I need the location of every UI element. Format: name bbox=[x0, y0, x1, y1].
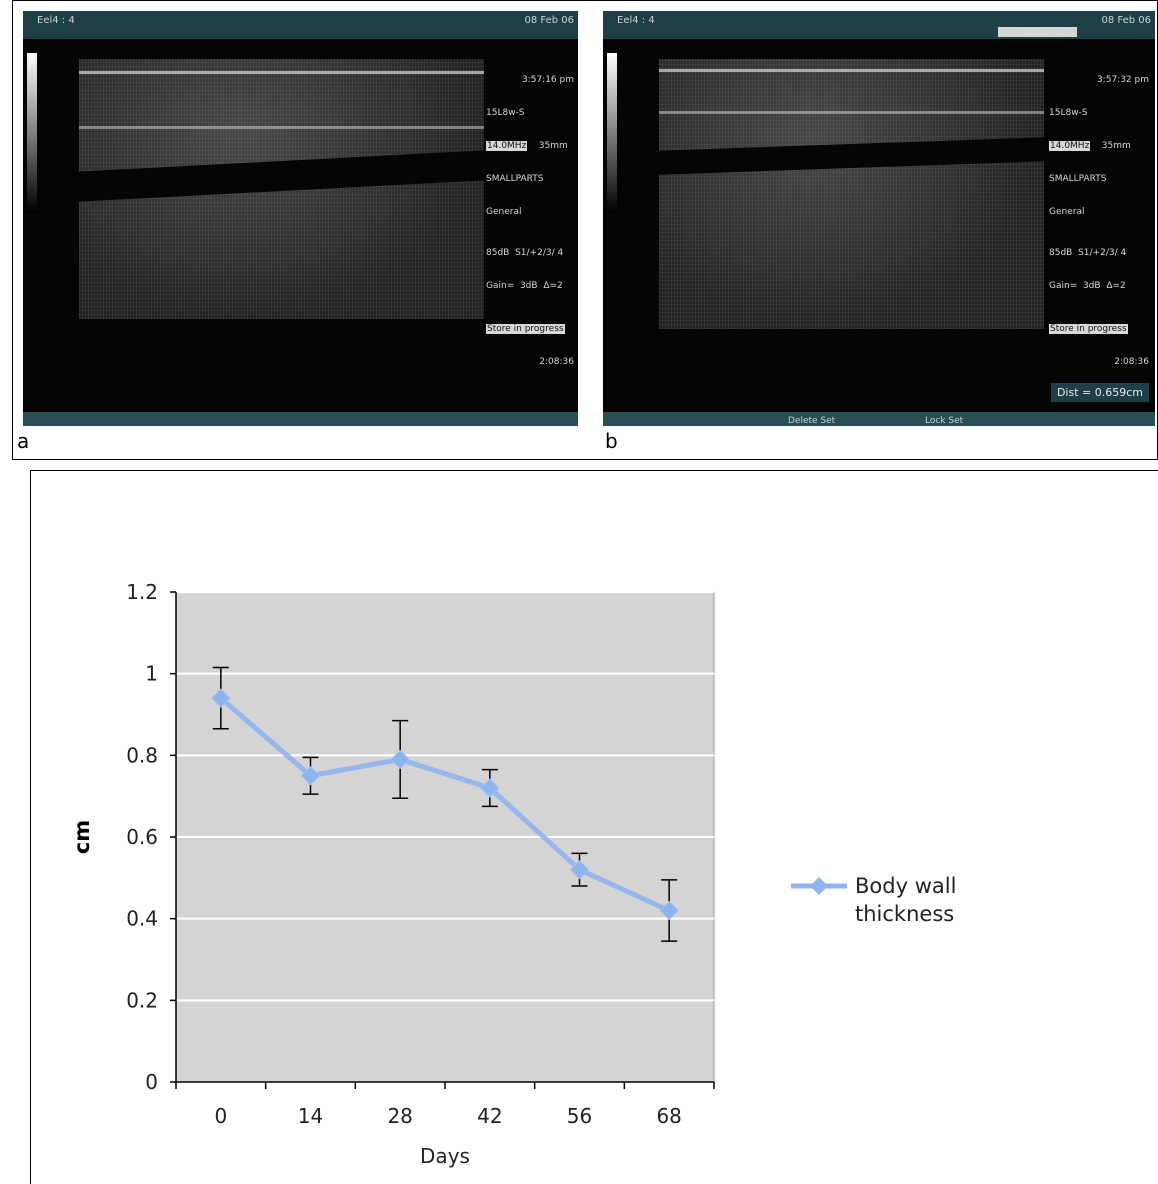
ultrasound-footer-b: Delete Set Lock Set bbox=[603, 412, 1155, 426]
series-line bbox=[219, 696, 671, 913]
x-axis-label: Days bbox=[420, 1144, 470, 1168]
ultrasound-panel-a: Eel4 : 4 08 Feb 06 3:57:16 pm 15L8w-S 14… bbox=[12, 0, 592, 460]
y-tick-label: 0.4 bbox=[126, 907, 158, 931]
ultrasound-image-b: Eel4 : 4 08 Feb 06 Store in progress 3:5… bbox=[603, 11, 1155, 426]
echo-line-b1 bbox=[659, 69, 1044, 72]
header-left-a: Eel4 : 4 bbox=[37, 15, 75, 26]
legend-label: thickness bbox=[855, 902, 954, 926]
thickness-chart: 0 0.2 0.4 0.6 0.8 1 1.2 0 14 28 42 56 68 Days cm Body w… bbox=[70, 580, 956, 1168]
echo-line-a1 bbox=[79, 71, 484, 74]
gain-a: Gain= 3dB bbox=[486, 281, 538, 291]
x-tick-label: 14 bbox=[298, 1104, 323, 1128]
depth-b: 35mm bbox=[1101, 141, 1131, 151]
time-b: 3:57:32 pm bbox=[1096, 75, 1149, 85]
scan-area-b bbox=[659, 59, 1044, 329]
grayscale-bar-b bbox=[607, 53, 617, 213]
scheme-b: S1/+2/3/ 4 bbox=[1078, 248, 1127, 258]
db-a: 85dB bbox=[486, 248, 510, 258]
ultrasound-footer-a bbox=[23, 412, 578, 426]
settings-readout-a: 3:57:16 pm 15L8w-S 14.0MHz 35mm SMALLPAR… bbox=[486, 53, 574, 390]
probe-a: 15L8w-S bbox=[486, 108, 525, 118]
ultrasound-image-a: Eel4 : 4 08 Feb 06 3:57:16 pm 15L8w-S 14… bbox=[23, 11, 578, 426]
y-tick-label: 1.2 bbox=[126, 580, 158, 604]
x-tick-label: 68 bbox=[656, 1104, 681, 1128]
probe-b: 15L8w-S bbox=[1049, 108, 1088, 118]
store-status-a: Store in progress bbox=[486, 324, 565, 334]
chart-panel: 0 0.2 0.4 0.6 0.8 1 1.2 0 14 28 42 56 68 Days cm Body w… bbox=[30, 470, 1158, 1184]
mode-a: General bbox=[486, 207, 522, 217]
distance-readout-b: Dist = 0.659cm bbox=[1050, 383, 1149, 402]
plot-area: 0 0.2 0.4 0.6 0.8 1 1.2 0 14 28 42 56 68 Days cm Body w… bbox=[70, 580, 956, 1168]
delta-b: Δ=2 bbox=[1106, 281, 1126, 291]
store-status-top-b: Store in progress bbox=[998, 27, 1077, 37]
delta-a: Δ=2 bbox=[543, 281, 563, 291]
y-tick-label: 0.2 bbox=[126, 988, 158, 1012]
header-date-b: 08 Feb 06 bbox=[1101, 15, 1151, 26]
legend-marker bbox=[810, 877, 828, 895]
ultrasound-header-b: Eel4 : 4 08 Feb 06 Store in progress bbox=[603, 11, 1155, 39]
ultrasound-header-a: Eel4 : 4 08 Feb 06 bbox=[23, 11, 578, 39]
clock-b: 2:08:36 bbox=[1114, 357, 1149, 367]
x-tick-label: 0 bbox=[214, 1104, 227, 1128]
clock-a: 2:08:36 bbox=[539, 357, 574, 367]
x-tick-label: 28 bbox=[387, 1104, 412, 1128]
data-point bbox=[390, 749, 410, 770]
y-tick-label: 1 bbox=[145, 662, 158, 686]
preset-b: SMALLPARTS bbox=[1049, 174, 1107, 184]
y-tick-label: 0.6 bbox=[126, 825, 158, 849]
data-point bbox=[480, 778, 500, 798]
echo-line-b2 bbox=[659, 111, 1044, 114]
db-b: 85dB bbox=[1049, 248, 1073, 258]
data-point bbox=[659, 900, 679, 921]
legend-label: Body wall bbox=[855, 874, 956, 898]
freq-a: 14.0MHz bbox=[486, 141, 528, 151]
gain-b: Gain= 3dB bbox=[1049, 281, 1101, 291]
time-a: 3:57:16 pm bbox=[521, 75, 574, 85]
data-point bbox=[300, 766, 321, 786]
panel-label-a: a bbox=[17, 429, 30, 453]
preset-a: SMALLPARTS bbox=[486, 174, 544, 184]
y-axis-label: cm bbox=[70, 820, 94, 854]
depth-a: 35mm bbox=[538, 141, 568, 151]
echo-line-a2 bbox=[79, 126, 484, 129]
x-tick-label: 42 bbox=[477, 1104, 502, 1128]
y-tick-label: 0 bbox=[145, 1070, 158, 1094]
grayscale-bar-a bbox=[27, 53, 37, 213]
header-date-a: 08 Feb 06 bbox=[524, 15, 574, 26]
mode-b: General bbox=[1049, 207, 1085, 217]
freq-b: 14.0MHz bbox=[1049, 141, 1091, 151]
scheme-a: S1/+2/3/ 4 bbox=[515, 248, 564, 258]
header-left-b: Eel4 : 4 bbox=[617, 15, 655, 26]
y-tick-label: 0.8 bbox=[126, 743, 158, 767]
data-point bbox=[569, 859, 590, 880]
delete-set-button[interactable]: Delete Set bbox=[788, 416, 836, 426]
panel-label-b: b bbox=[605, 429, 618, 453]
settings-readout-b: 3:57:32 pm 15L8w-S 14.0MHz 35mm SMALLPAR… bbox=[1049, 53, 1149, 390]
x-tick-label: 56 bbox=[567, 1104, 592, 1128]
store-status-b: Store in progress bbox=[1049, 324, 1128, 334]
ultrasound-panel-b: Eel4 : 4 08 Feb 06 Store in progress 3:5… bbox=[591, 0, 1158, 460]
lock-set-button[interactable]: Lock Set bbox=[925, 416, 964, 426]
data-point bbox=[211, 688, 231, 708]
